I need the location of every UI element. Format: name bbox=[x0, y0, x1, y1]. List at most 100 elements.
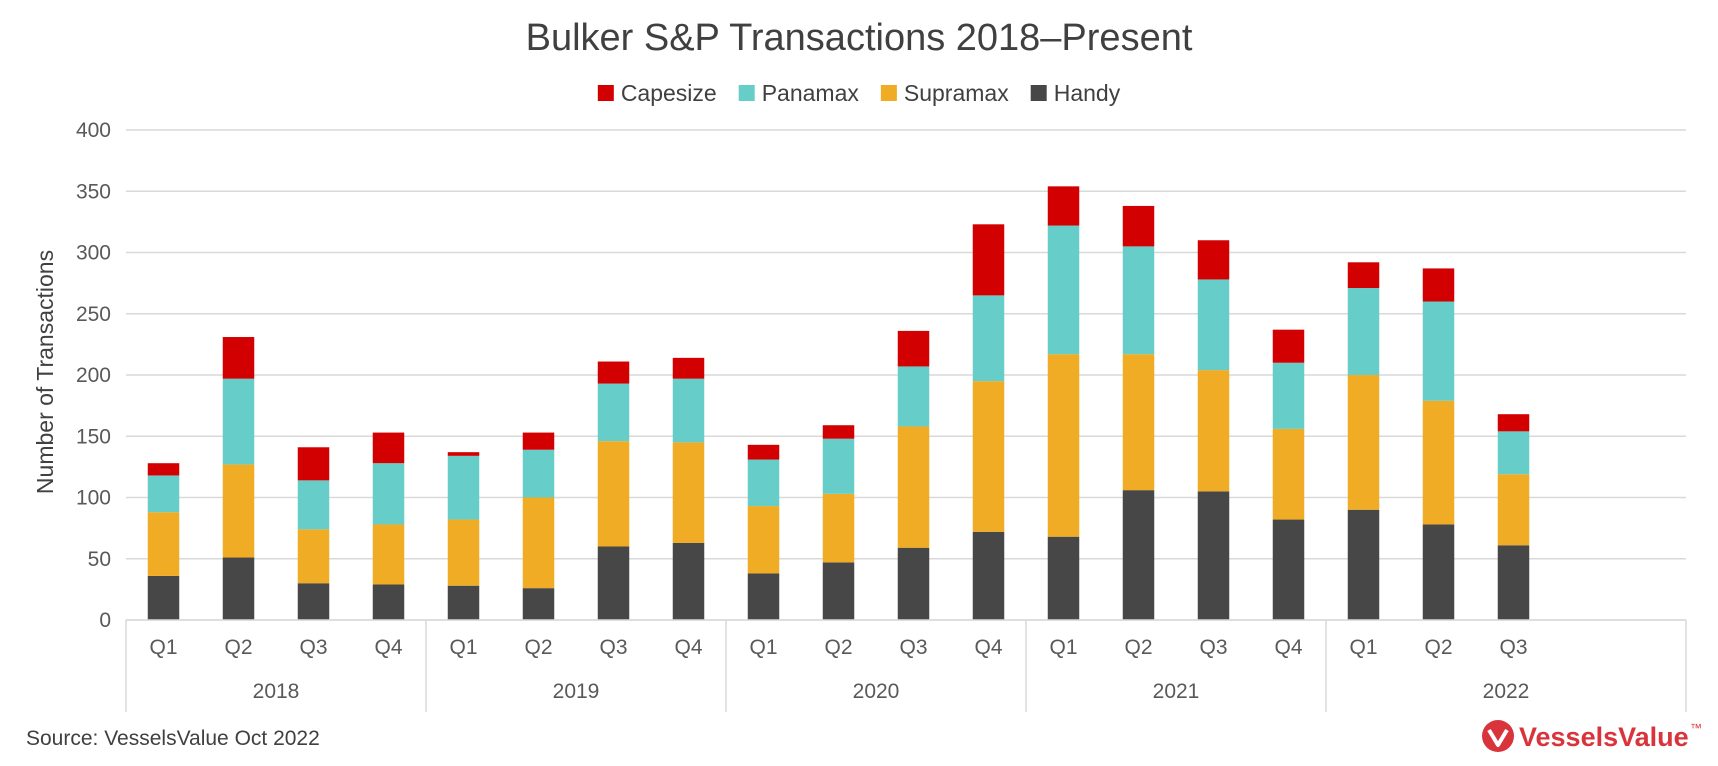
bar-handy-3 bbox=[372, 584, 405, 620]
bar-supramax-0 bbox=[147, 512, 180, 576]
bar-supramax-11 bbox=[972, 381, 1005, 532]
legend-swatch bbox=[880, 85, 897, 101]
x-tick-label: Q4 bbox=[374, 636, 402, 659]
x-tick-label: Q2 bbox=[524, 636, 552, 659]
chart-title: Bulker S&P Transactions 2018–Present bbox=[526, 17, 1193, 59]
bar-panamax-1 bbox=[222, 378, 255, 465]
bar-handy-9 bbox=[822, 562, 855, 620]
logo-text: VesselsValue bbox=[1519, 722, 1689, 752]
bar-capesize-3 bbox=[372, 432, 405, 464]
bar-panamax-11 bbox=[972, 295, 1005, 382]
x-group-label: 2021 bbox=[1153, 680, 1200, 703]
legend-label: Handy bbox=[1054, 80, 1121, 106]
bar-supramax-5 bbox=[522, 497, 555, 589]
bar-handy-6 bbox=[597, 546, 630, 620]
bars bbox=[147, 186, 1530, 620]
bar-panamax-5 bbox=[522, 449, 555, 498]
bar-panamax-18 bbox=[1497, 431, 1530, 475]
legend-item-handy: Handy bbox=[1030, 80, 1121, 106]
source-note: Source: VesselsValue Oct 2022 bbox=[26, 727, 320, 750]
bar-supramax-12 bbox=[1047, 354, 1080, 537]
x-tick-label: Q3 bbox=[299, 636, 327, 659]
bar-handy-5 bbox=[522, 588, 555, 620]
bar-handy-4 bbox=[447, 585, 480, 620]
bar-capesize-14 bbox=[1197, 240, 1230, 280]
bar-panamax-17 bbox=[1422, 301, 1455, 401]
bar-supramax-14 bbox=[1197, 370, 1230, 492]
bar-panamax-13 bbox=[1122, 246, 1155, 355]
x-tick-label: Q2 bbox=[824, 636, 852, 659]
y-tick-label: 50 bbox=[88, 548, 111, 571]
bar-capesize-16 bbox=[1347, 262, 1380, 289]
x-tick-label: Q1 bbox=[1049, 636, 1077, 659]
bar-capesize-7 bbox=[672, 357, 705, 379]
bar-handy-14 bbox=[1197, 491, 1230, 620]
bar-capesize-2 bbox=[297, 447, 330, 481]
y-tick-label: 400 bbox=[76, 119, 111, 142]
bar-panamax-0 bbox=[147, 475, 180, 513]
y-tick-label: 350 bbox=[76, 180, 111, 203]
y-tick-label: 100 bbox=[76, 487, 111, 510]
bar-panamax-8 bbox=[747, 459, 780, 507]
bar-supramax-4 bbox=[447, 519, 480, 586]
x-tick-label: Q3 bbox=[1499, 636, 1527, 659]
legend-label: Supramax bbox=[904, 80, 1009, 106]
x-tick-label: Q1 bbox=[749, 636, 777, 659]
bar-capesize-13 bbox=[1122, 205, 1155, 247]
bar-supramax-18 bbox=[1497, 474, 1530, 546]
logo-trademark: ™ bbox=[1690, 721, 1702, 735]
y-tick-label: 200 bbox=[76, 364, 111, 387]
bar-handy-17 bbox=[1422, 524, 1455, 620]
bar-supramax-17 bbox=[1422, 400, 1455, 525]
x-tick-label: Q3 bbox=[1199, 636, 1227, 659]
x-tick-label: Q1 bbox=[149, 636, 177, 659]
bar-handy-12 bbox=[1047, 536, 1080, 620]
legend-item-capesize: Capesize bbox=[597, 80, 717, 106]
y-tick-label: 0 bbox=[99, 609, 111, 632]
legend-item-supramax: Supramax bbox=[880, 80, 1009, 106]
logo-mark-icon bbox=[1482, 720, 1514, 752]
bar-supramax-9 bbox=[822, 493, 855, 563]
bar-handy-13 bbox=[1122, 490, 1155, 620]
x-axis: Q1 Q2 Q3 Q4 Q1 Q2 Q3 Q4 Q1 Q2 Q3 Q4 Q1 Q2 Q3 Q4 Q1 Q2 Q3 20… bbox=[125, 619, 1687, 712]
bar-supramax-15 bbox=[1272, 428, 1305, 520]
bar-handy-1 bbox=[222, 557, 255, 620]
x-tick-label: Q2 bbox=[1124, 636, 1152, 659]
bar-capesize-17 bbox=[1422, 268, 1455, 302]
bar-supramax-2 bbox=[297, 529, 330, 584]
bar-capesize-10 bbox=[897, 330, 930, 367]
bar-panamax-14 bbox=[1197, 279, 1230, 371]
bar-handy-7 bbox=[672, 542, 705, 620]
legend: Capesize Panamax Supramax Handy bbox=[597, 80, 1121, 106]
bar-capesize-11 bbox=[972, 224, 1005, 296]
bar-supramax-7 bbox=[672, 442, 705, 543]
bar-handy-15 bbox=[1272, 519, 1305, 620]
bar-panamax-12 bbox=[1047, 225, 1080, 355]
bar-capesize-9 bbox=[822, 425, 855, 439]
bar-panamax-10 bbox=[897, 366, 930, 427]
x-group-label: 2019 bbox=[553, 680, 600, 703]
bar-panamax-15 bbox=[1272, 362, 1305, 429]
bar-handy-18 bbox=[1497, 545, 1530, 620]
x-tick-label: Q3 bbox=[599, 636, 627, 659]
bar-capesize-12 bbox=[1047, 186, 1080, 226]
y-tick-label: 150 bbox=[76, 425, 111, 448]
x-tick-label: Q4 bbox=[674, 636, 702, 659]
bar-capesize-1 bbox=[222, 337, 255, 379]
bar-capesize-15 bbox=[1272, 329, 1305, 363]
x-tick-label: Q1 bbox=[449, 636, 477, 659]
bar-panamax-3 bbox=[372, 463, 405, 525]
bar-handy-8 bbox=[747, 573, 780, 620]
bar-supramax-6 bbox=[597, 441, 630, 547]
bar-supramax-16 bbox=[1347, 375, 1380, 510]
bar-panamax-9 bbox=[822, 438, 855, 494]
x-tick-label: Q1 bbox=[1349, 636, 1377, 659]
bar-handy-10 bbox=[897, 547, 930, 620]
bar-capesize-6 bbox=[597, 361, 630, 384]
bar-panamax-7 bbox=[672, 378, 705, 443]
x-tick-label: Q4 bbox=[1274, 636, 1302, 659]
x-tick-label: Q2 bbox=[224, 636, 252, 659]
x-group-label: 2022 bbox=[1483, 680, 1530, 703]
x-tick-label: Q2 bbox=[1424, 636, 1452, 659]
